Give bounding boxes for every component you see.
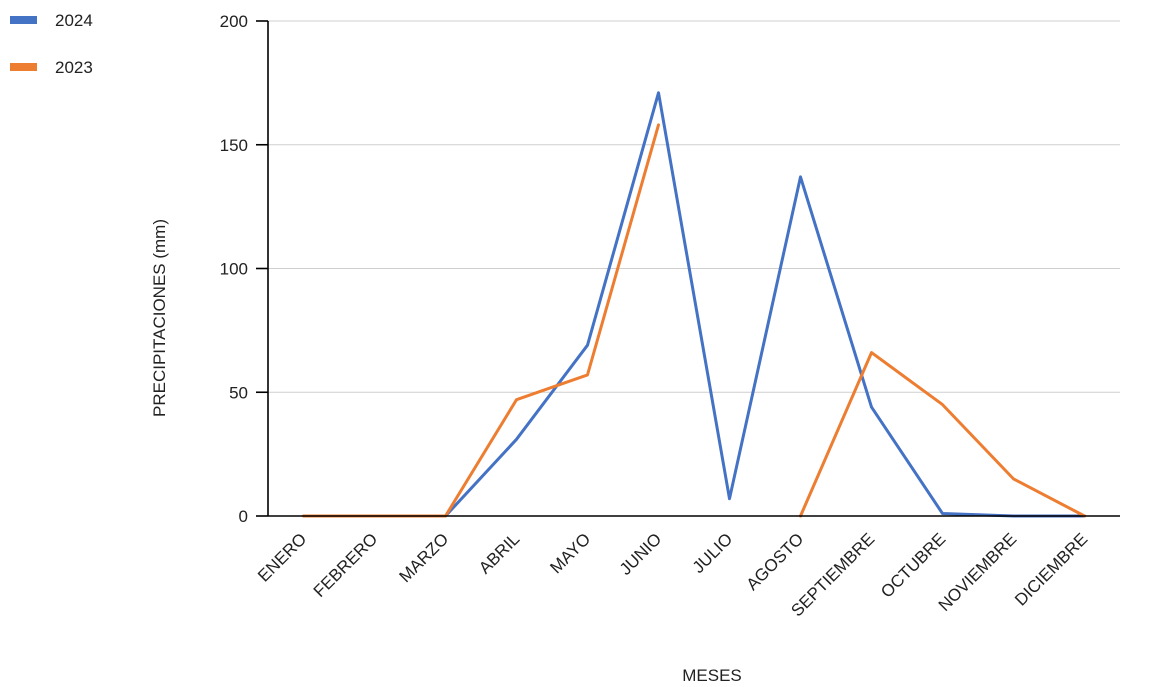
x-axis-ticks: ENERO FEBRERO MARZO ABRIL MAYO JUNIO JULIO AGOS… bbox=[254, 529, 1091, 620]
x-tick-label-0: ENERO bbox=[254, 529, 310, 585]
x-tick-label-7: AGOSTO bbox=[743, 529, 808, 594]
x-axis-title: MESES bbox=[682, 666, 742, 685]
x-tick-label-11: DICIEMBRE bbox=[1011, 529, 1091, 609]
series-2024-line-0 bbox=[444, 91, 1086, 518]
legend: 2024 2023 bbox=[10, 11, 93, 77]
y-tick-label-3: 150 bbox=[220, 136, 248, 155]
series-lines bbox=[302, 91, 1086, 518]
y-axis-ticks: 0 50 100 150 200 bbox=[220, 12, 268, 526]
x-tick-label-5: JUNIO bbox=[616, 529, 665, 578]
legend-label-2024: 2024 bbox=[55, 11, 93, 30]
x-tick-label-4: MAYO bbox=[546, 529, 594, 577]
y-tick-label-1: 50 bbox=[229, 383, 248, 402]
gridlines bbox=[268, 20, 1120, 393]
x-tick-label-3: ABRIL bbox=[475, 529, 523, 577]
y-tick-label-0: 0 bbox=[239, 507, 248, 526]
x-tick-label-2: MARZO bbox=[395, 529, 452, 586]
series-2023-line-0 bbox=[302, 123, 660, 518]
y-tick-label-2: 100 bbox=[220, 260, 248, 279]
series-2023-line-1 bbox=[799, 351, 1086, 518]
legend-swatch-2024 bbox=[10, 16, 37, 24]
legend-swatch-2023 bbox=[10, 63, 37, 71]
legend-label-2023: 2023 bbox=[55, 58, 93, 77]
y-tick-label-4: 200 bbox=[220, 12, 248, 31]
x-tick-label-6: JULIO bbox=[689, 529, 737, 577]
x-tick-label-9: OCTUBRE bbox=[877, 529, 949, 601]
y-axis-title: PRECIPITACIONES (mm) bbox=[150, 219, 169, 417]
x-tick-label-1: FEBRERO bbox=[310, 529, 382, 601]
